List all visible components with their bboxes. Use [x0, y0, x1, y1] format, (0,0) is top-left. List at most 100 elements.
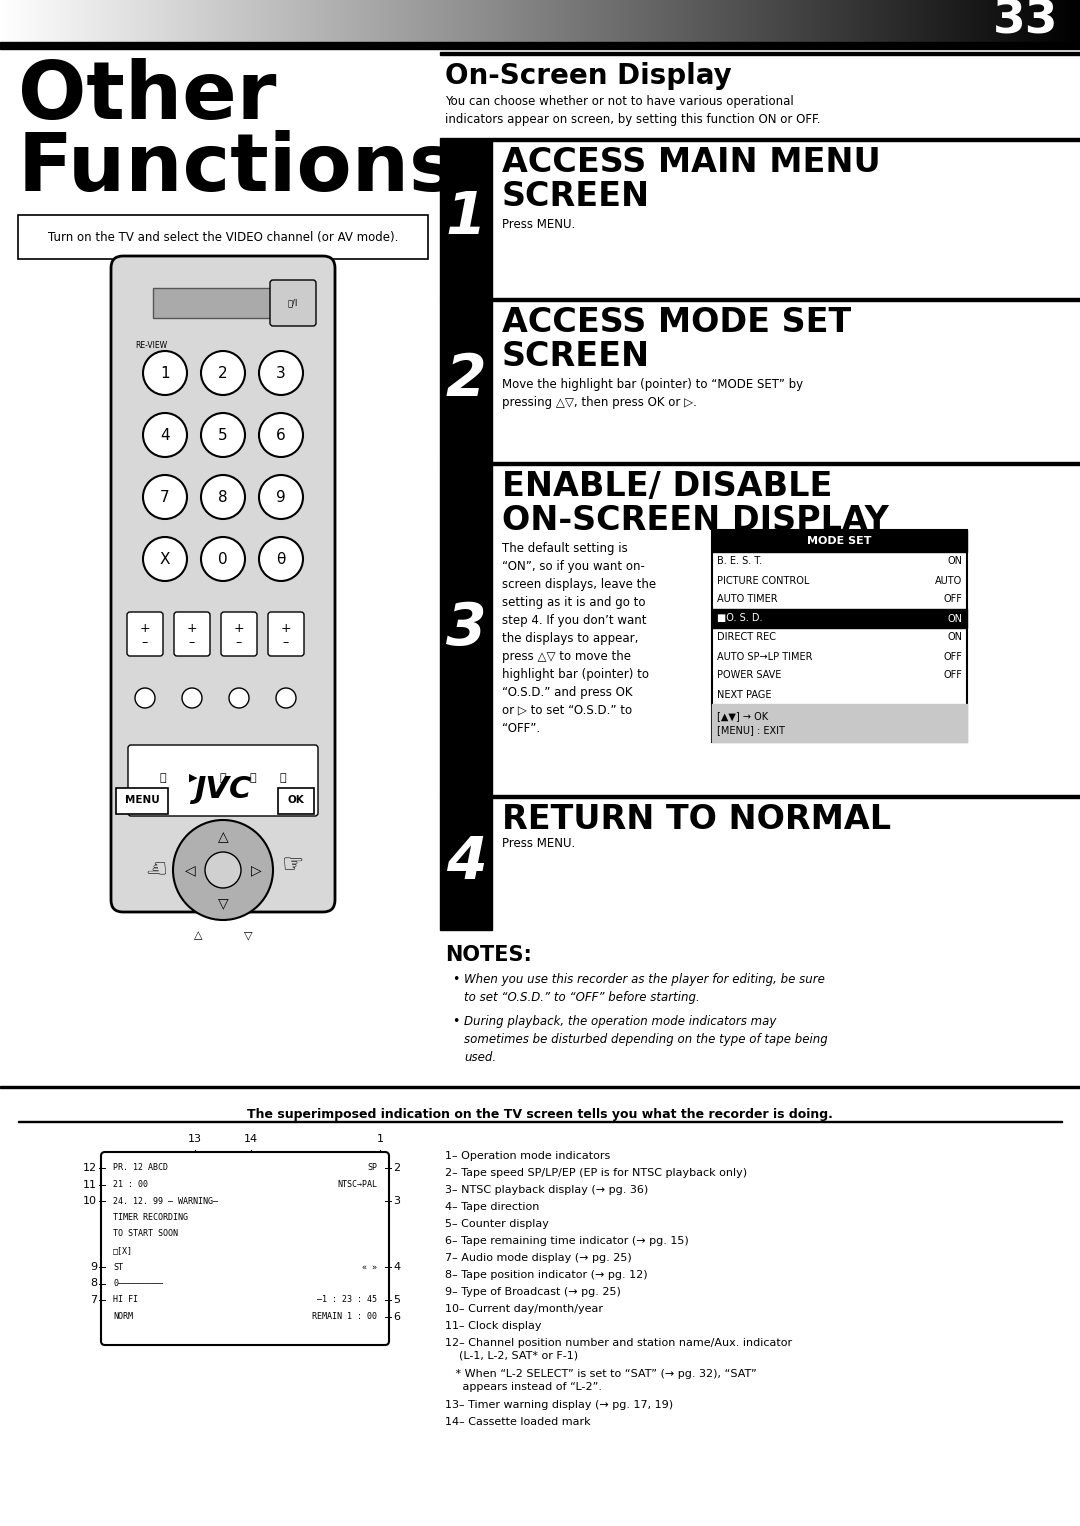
Text: ■O. S. D.: ■O. S. D.: [717, 613, 762, 624]
FancyBboxPatch shape: [116, 787, 168, 813]
Text: 14: 14: [243, 1134, 258, 1144]
Bar: [440, 140, 492, 298]
Text: ACCESS MODE SET: ACCESS MODE SET: [502, 307, 851, 339]
Text: 2: 2: [218, 366, 228, 380]
Text: [MENU] : EXIT: [MENU] : EXIT: [717, 725, 785, 736]
Text: 3: 3: [393, 1196, 400, 1206]
Text: ⏻/I: ⏻/I: [287, 299, 298, 308]
Circle shape: [143, 351, 187, 395]
Text: 6: 6: [393, 1311, 400, 1322]
Text: ON-SCREEN DISPLAY: ON-SCREEN DISPLAY: [502, 504, 889, 537]
Text: 33: 33: [993, 0, 1058, 44]
Circle shape: [259, 475, 303, 519]
Text: 7: 7: [160, 490, 170, 505]
Bar: [440, 795, 1080, 798]
Text: 7: 7: [90, 1296, 97, 1305]
Text: 4: 4: [160, 427, 170, 443]
Bar: [440, 301, 492, 462]
Text: ST: ST: [113, 1262, 123, 1271]
Text: SCREEN: SCREEN: [502, 340, 650, 372]
Text: 12: 12: [83, 1163, 97, 1173]
Text: AUTO SP→LP TIMER: AUTO SP→LP TIMER: [717, 652, 812, 661]
FancyBboxPatch shape: [268, 612, 303, 656]
Text: 14– Cassette loaded mark: 14– Cassette loaded mark: [445, 1418, 591, 1427]
Text: Move the highlight bar (pointer) to “MODE SET” by
pressing △▽, then press OK or : Move the highlight bar (pointer) to “MOD…: [502, 378, 804, 409]
Circle shape: [143, 475, 187, 519]
Text: +: +: [139, 623, 150, 635]
Text: JVC: JVC: [194, 775, 252, 804]
FancyBboxPatch shape: [278, 787, 314, 813]
Circle shape: [259, 414, 303, 456]
Text: 8– Tape position indicator (→ pg. 12): 8– Tape position indicator (→ pg. 12): [445, 1270, 648, 1280]
Text: RETURN TO NORMAL: RETURN TO NORMAL: [502, 803, 891, 836]
Text: 13: 13: [188, 1134, 202, 1144]
Text: Press MENU.: Press MENU.: [502, 218, 576, 230]
Bar: [440, 798, 492, 929]
Text: +: +: [233, 623, 244, 635]
Text: 2: 2: [393, 1163, 400, 1173]
Text: 8: 8: [218, 490, 228, 505]
Text: SCREEN: SCREEN: [502, 180, 650, 214]
Bar: [153, 288, 293, 317]
Bar: [440, 52, 1080, 55]
Text: B. E. S. T.: B. E. S. T.: [717, 557, 762, 566]
Text: Press MENU.: Press MENU.: [502, 836, 576, 850]
Text: ▷: ▷: [251, 864, 261, 877]
FancyBboxPatch shape: [174, 612, 210, 656]
Circle shape: [276, 688, 296, 708]
FancyBboxPatch shape: [129, 745, 318, 816]
Text: 6– Tape remaining time indicator (→ pg. 15): 6– Tape remaining time indicator (→ pg. …: [445, 1236, 689, 1247]
Text: 2: 2: [446, 351, 486, 409]
Text: 4: 4: [393, 1262, 400, 1273]
Text: ⏹: ⏹: [249, 774, 256, 783]
Text: 9: 9: [90, 1262, 97, 1273]
Text: The superimposed indication on the TV screen tells you what the recorder is doin: The superimposed indication on the TV sc…: [247, 1108, 833, 1122]
Text: NTSC→PAL: NTSC→PAL: [337, 1180, 377, 1189]
FancyBboxPatch shape: [127, 612, 163, 656]
Text: ☞: ☞: [141, 853, 164, 877]
Text: ▽: ▽: [244, 929, 253, 940]
Circle shape: [259, 351, 303, 395]
Text: –: –: [189, 636, 195, 650]
Circle shape: [143, 537, 187, 581]
Text: NOTES:: NOTES:: [445, 945, 531, 964]
Text: RE-VIEW: RE-VIEW: [135, 342, 167, 351]
Text: +: +: [281, 623, 292, 635]
Text: ☞: ☞: [282, 853, 305, 877]
Text: ON: ON: [947, 613, 962, 624]
Text: 4– Tape direction: 4– Tape direction: [445, 1202, 539, 1212]
Text: ⏮: ⏮: [160, 774, 166, 783]
Text: OFF: OFF: [943, 595, 962, 604]
Text: 13– Timer warning display (→ pg. 17, 19): 13– Timer warning display (→ pg. 17, 19): [445, 1399, 673, 1410]
Text: 12– Channel position number and station name/Aux. indicator
    (L-1, L-2, SAT* : 12– Channel position number and station …: [445, 1338, 792, 1361]
Text: –: –: [235, 636, 242, 650]
Bar: [440, 298, 1080, 301]
Text: 5: 5: [218, 427, 228, 443]
Circle shape: [205, 852, 241, 888]
Text: The default setting is
“ON”, so if you want on-
screen displays, leave the
setti: The default setting is “ON”, so if you w…: [502, 542, 657, 736]
Bar: [0, 43, 1080, 49]
FancyBboxPatch shape: [102, 1152, 389, 1344]
Text: 1: 1: [160, 366, 170, 380]
Text: 3– NTSC playback display (→ pg. 36): 3– NTSC playback display (→ pg. 36): [445, 1186, 648, 1195]
Text: 21 : 00: 21 : 00: [113, 1180, 148, 1189]
Text: –: –: [141, 636, 148, 650]
Text: △: △: [218, 830, 228, 844]
Text: 1: 1: [377, 1134, 383, 1144]
Text: 8: 8: [90, 1279, 97, 1288]
Text: –: –: [283, 636, 289, 650]
Text: 10– Current day/month/year: 10– Current day/month/year: [445, 1305, 603, 1314]
Text: You can choose whether or not to have various operational
indicators appear on s: You can choose whether or not to have va…: [445, 95, 821, 127]
Text: 9– Type of Broadcast (→ pg. 25): 9– Type of Broadcast (→ pg. 25): [445, 1286, 621, 1297]
Text: NEXT PAGE: NEXT PAGE: [717, 690, 771, 699]
Text: 3: 3: [446, 600, 486, 658]
Text: AUTO: AUTO: [935, 575, 962, 586]
Text: ENABLE/ DISABLE: ENABLE/ DISABLE: [502, 470, 833, 504]
Text: •: •: [453, 1015, 459, 1029]
Circle shape: [259, 537, 303, 581]
Text: △: △: [193, 929, 202, 940]
Circle shape: [229, 688, 249, 708]
Text: 3: 3: [276, 366, 286, 380]
Text: Functions: Functions: [18, 130, 458, 208]
Text: OFF: OFF: [943, 652, 962, 661]
